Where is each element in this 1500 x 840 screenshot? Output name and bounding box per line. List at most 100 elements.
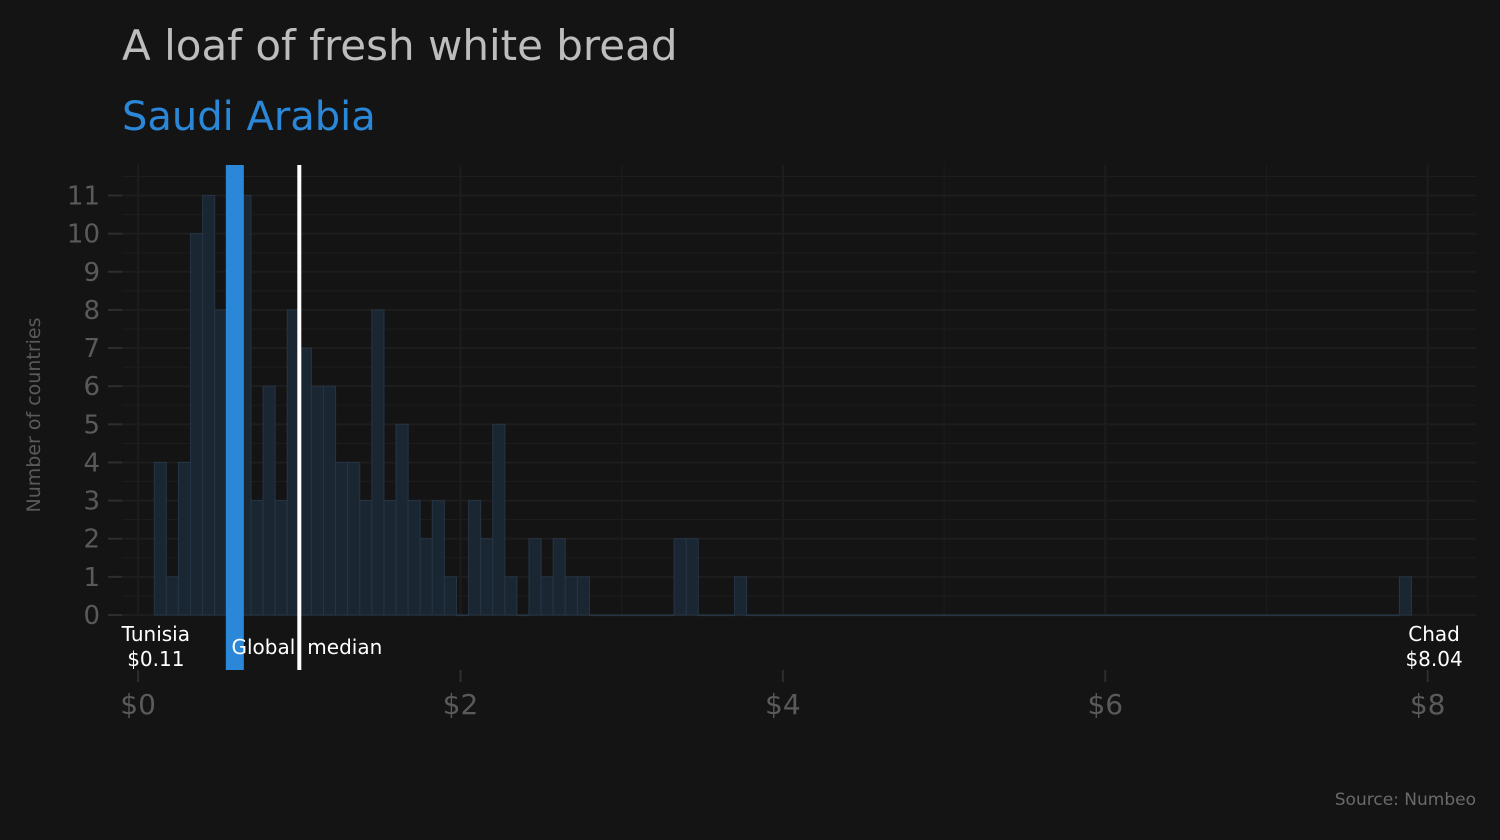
histogram-bar (153, 461, 167, 616)
histogram-bar (625, 614, 639, 617)
histogram-bar (758, 614, 772, 617)
histogram-bar (1253, 614, 1267, 617)
histogram-bar (492, 423, 506, 616)
median-label: median (307, 635, 382, 659)
histogram-bar (1012, 614, 1026, 617)
histogram-bar (1132, 614, 1147, 617)
histogram-bar (335, 461, 349, 616)
histogram-bar (504, 576, 518, 616)
histogram-bar (202, 195, 216, 616)
histogram-bar (431, 500, 445, 616)
x-tick-label: $4 (765, 688, 801, 721)
histogram-bar (1326, 614, 1340, 617)
histogram-bar (939, 614, 953, 617)
histogram-bar (1181, 614, 1195, 617)
histogram-bar (1157, 614, 1171, 617)
histogram-bar (987, 614, 1001, 617)
histogram-bar (661, 614, 675, 617)
histogram-bar (1302, 614, 1316, 617)
histogram-bar (1072, 614, 1086, 617)
histogram-bar (1374, 614, 1388, 617)
histogram-bar (1314, 614, 1328, 617)
histogram-bar (1362, 614, 1376, 617)
histogram-bar (455, 614, 470, 617)
histogram-bar (1278, 614, 1292, 617)
histogram-bar (1265, 614, 1280, 617)
histogram-bar (1193, 614, 1207, 617)
histogram-bar (1241, 614, 1255, 617)
histogram-bar (540, 576, 554, 616)
histogram-bar (516, 614, 530, 617)
histogram-bar (1108, 614, 1122, 617)
histogram-bar (1084, 614, 1098, 617)
histogram-bar (1386, 614, 1400, 617)
x-tick-label: $2 (443, 688, 479, 721)
histogram-bar (274, 500, 288, 616)
histogram-bar (685, 538, 699, 616)
histogram-bar (830, 614, 844, 617)
histogram-bar (395, 423, 409, 616)
histogram-bar (359, 500, 373, 616)
histogram-bar (1217, 614, 1231, 617)
histogram-bar (1145, 614, 1159, 617)
histogram-bar (746, 614, 760, 617)
histogram-bar (1398, 576, 1413, 616)
y-tick-label: 9 (83, 258, 100, 288)
histogram-bar (1229, 614, 1243, 617)
histogram-bar (1338, 614, 1352, 617)
histogram-bar (165, 576, 179, 616)
y-tick-label: 7 (83, 334, 100, 364)
histogram-bar (975, 614, 989, 617)
histogram-bar (190, 233, 204, 616)
histogram-bar (709, 614, 723, 617)
histogram-bar (576, 576, 590, 616)
histogram-bar (480, 538, 494, 616)
histogram-bar (214, 309, 228, 616)
y-tick-label: 4 (83, 448, 100, 478)
y-axis-ticks: 0 1 2 3 4 5 6 7 8 9 10 11 (67, 182, 122, 631)
histogram-bar (806, 614, 820, 617)
y-tick-label: 10 (67, 220, 100, 250)
histogram-bar (734, 576, 748, 616)
histogram-bar (1350, 614, 1364, 617)
histogram-bar (613, 614, 627, 617)
source-note: Source: Numbeo (1335, 790, 1476, 810)
y-tick-label: 1 (83, 563, 100, 593)
histogram-bar (1290, 614, 1304, 617)
x-tick-label: $0 (120, 688, 156, 721)
x-tick-label: $6 (1087, 688, 1123, 721)
histogram-bar (1120, 614, 1134, 617)
histogram-bar (891, 614, 905, 617)
histogram-bar (371, 309, 385, 616)
histogram-bar (1024, 614, 1038, 617)
median-label-global: Global (231, 635, 295, 659)
histogram-bar (564, 576, 578, 616)
histogram-bar (1036, 614, 1050, 617)
annotation-country: Tunisia (121, 622, 190, 646)
y-tick-label: 11 (67, 182, 100, 212)
histogram-bar (250, 500, 264, 616)
annotation-price: $8.04 (1405, 647, 1462, 671)
histogram-bar (407, 500, 421, 616)
median-line (297, 165, 302, 670)
histogram-bar (867, 614, 881, 617)
histogram-bar (262, 385, 276, 616)
y-tick-label: 6 (83, 372, 100, 402)
x-axis-ticks: $0 $2 $4 $6 $8 (120, 670, 1445, 721)
histogram-bar (842, 614, 856, 617)
y-tick-label: 0 (83, 601, 100, 631)
histogram-bar (310, 385, 324, 616)
chart-subtitle: Saudi Arabia (122, 94, 376, 140)
chart-title: A loaf of fresh white bread (122, 21, 678, 70)
histogram-bar (673, 538, 687, 616)
histogram-bar (770, 614, 784, 617)
histogram-bar (347, 461, 361, 616)
histogram-bar (601, 614, 615, 617)
histogram-bar (794, 614, 808, 617)
histogram-bar (588, 614, 603, 617)
annotation-price: $0.11 (127, 647, 184, 671)
histogram-bar (854, 614, 869, 617)
histogram-bar (903, 614, 917, 617)
histogram-bar (1205, 614, 1219, 617)
